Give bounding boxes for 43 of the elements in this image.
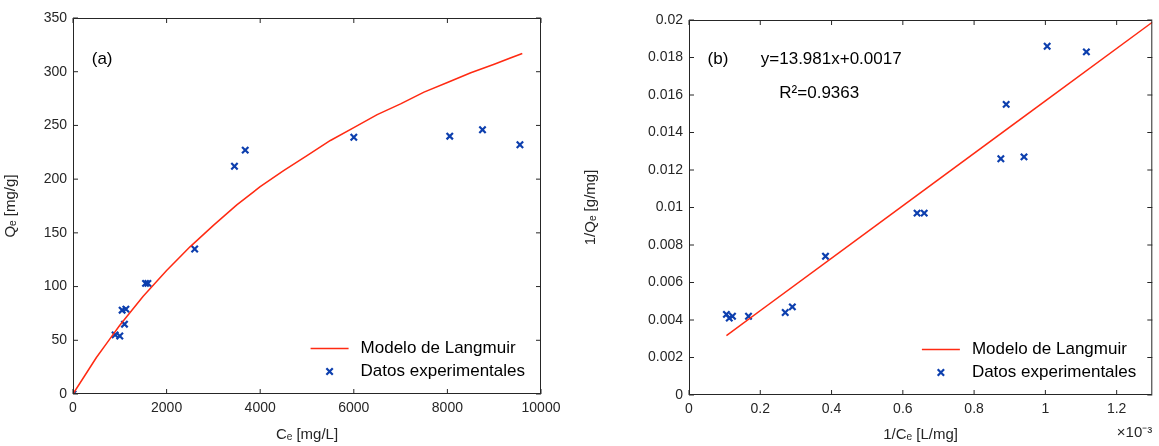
y-axis-title: 1/Qₑ [g/mg] bbox=[581, 169, 599, 246]
x-axis-title: 1/Cₑ [L/mg] bbox=[883, 425, 959, 443]
y-tick-label: 0.02 bbox=[655, 10, 684, 27]
y-tick-label: 50 bbox=[51, 331, 68, 348]
x-tick-label: 10000 bbox=[521, 399, 561, 416]
y-tick-label: 0.004 bbox=[647, 310, 684, 327]
y-tick-label: 150 bbox=[43, 223, 68, 240]
y-tick-label: 0 bbox=[675, 385, 684, 402]
y-tick-label: 0.014 bbox=[647, 123, 684, 140]
y-axis-title: Qₑ [mg/g] bbox=[1, 174, 19, 238]
annotation: y=13.981x+0.0017 bbox=[760, 49, 902, 69]
y-tick-label: 0.002 bbox=[647, 348, 684, 365]
annotation: R²=0.9363 bbox=[779, 82, 860, 102]
x-tick-label: 6000 bbox=[338, 399, 370, 416]
y-tick-label: 0.006 bbox=[647, 273, 684, 290]
x-tick-label: 0.8 bbox=[964, 400, 985, 417]
x-tick-label: 2000 bbox=[151, 399, 183, 416]
y-tick-label: 0.018 bbox=[647, 48, 684, 65]
annotation: (a) bbox=[91, 49, 113, 69]
legend-label: Datos experimentales bbox=[360, 361, 526, 381]
y-tick-label: 0.012 bbox=[647, 160, 684, 177]
y-tick-label: 0 bbox=[59, 384, 68, 401]
y-tick-label: 0.008 bbox=[647, 235, 684, 252]
x-tick-label: 1.2 bbox=[1106, 400, 1127, 417]
x-tick-label: 0.4 bbox=[821, 400, 842, 417]
y-tick-label: 0.01 bbox=[655, 198, 684, 215]
x-tick-label: 1 bbox=[1041, 400, 1050, 417]
y-tick-label: 350 bbox=[43, 8, 68, 25]
legend-label: Datos experimentales bbox=[971, 362, 1137, 382]
x-tick-label: 0.2 bbox=[750, 400, 771, 417]
y-tick-label: 100 bbox=[43, 277, 68, 294]
x-tick-label: 8000 bbox=[431, 399, 464, 416]
text: ×10⁻³ bbox=[1116, 422, 1153, 440]
x-tick-label: 0.6 bbox=[893, 400, 913, 417]
legend-label: Modelo de Langmuir bbox=[360, 338, 516, 358]
legend-label: Modelo de Langmuir bbox=[971, 339, 1128, 359]
y-tick-label: 250 bbox=[43, 116, 68, 133]
y-tick-label: 200 bbox=[43, 170, 68, 186]
x-axis-title: Cₑ [mg/L] bbox=[275, 425, 339, 443]
y-tick-label: 300 bbox=[43, 62, 68, 79]
annotation: (b) bbox=[707, 49, 729, 69]
y-tick-label: 0.016 bbox=[647, 85, 684, 102]
x-tick-label: 4000 bbox=[244, 399, 276, 416]
